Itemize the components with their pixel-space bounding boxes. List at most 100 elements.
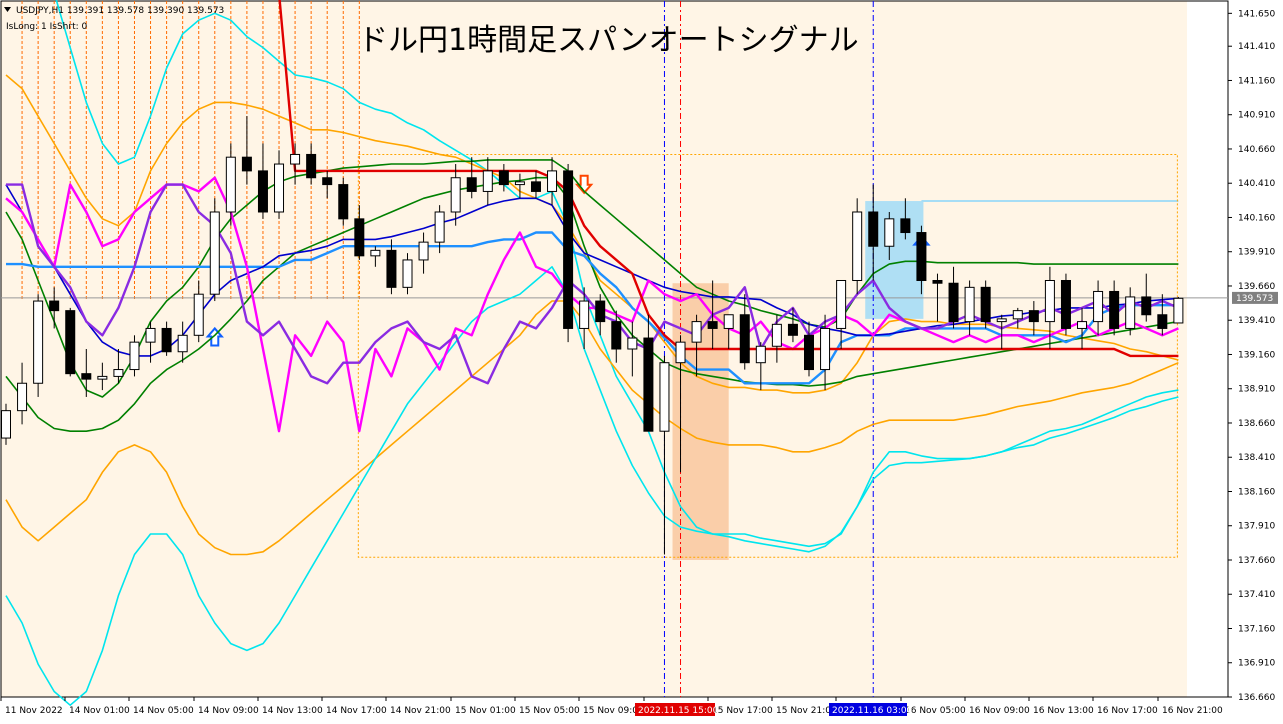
candle (611, 310, 622, 363)
y-tick-label: 138.410 (1238, 453, 1275, 463)
x-tick-label: 15 Nov 17:00 (712, 706, 773, 716)
candle (402, 253, 413, 295)
candle (306, 143, 317, 185)
candle (225, 143, 236, 226)
y-tick-label: 138.660 (1238, 419, 1275, 429)
collapse-triangle-icon[interactable] (4, 7, 11, 12)
candle (1141, 273, 1152, 322)
x-tick-label: 11 Nov 2022 (5, 706, 63, 716)
candle (161, 321, 172, 356)
candle (916, 225, 927, 295)
candle (322, 170, 333, 199)
candle (643, 314, 654, 432)
x-tick-label: 15 Nov 09:00 (583, 706, 644, 716)
y-tick-label: 141.650 (1238, 9, 1275, 19)
candle (65, 307, 76, 377)
candle (193, 280, 204, 343)
x-axis: 11 Nov 2022 14 Nov 01:00 14 Nov 05:00 14 No… (0, 697, 1223, 716)
x-tick-label: 14 Nov 01:00 (69, 706, 130, 716)
candle (113, 349, 124, 384)
candle (884, 211, 895, 260)
candle (948, 266, 959, 329)
candle (498, 164, 509, 192)
candle (290, 143, 301, 185)
candle (1093, 280, 1104, 336)
x-tick-label: 14 Nov 09:00 (198, 706, 259, 716)
candle (627, 321, 638, 377)
event-time-label: 2022.11.15 15:00 (638, 706, 719, 716)
y-tick-label: 140.660 (1238, 145, 1275, 155)
y-tick-label: 138.910 (1238, 385, 1275, 395)
candle (739, 294, 750, 370)
candle (1157, 294, 1168, 336)
candle (723, 314, 734, 349)
candle (755, 342, 766, 391)
x-tick-label: 14 Nov 05:00 (133, 706, 194, 716)
candle (900, 198, 911, 240)
candle (675, 335, 686, 473)
candle (595, 294, 606, 336)
candle (338, 177, 349, 226)
y-tick-label: 140.910 (1238, 111, 1275, 121)
candle (1077, 307, 1088, 349)
y-tick-label: 139.410 (1238, 316, 1275, 326)
candle (707, 280, 718, 349)
candle (370, 246, 381, 267)
candle (274, 150, 285, 219)
candle (547, 157, 558, 206)
x-tick-label: 16 Nov 05:00 (905, 706, 966, 716)
candle (852, 198, 863, 295)
candle (836, 279, 847, 349)
candle (1, 403, 11, 445)
candle (514, 173, 525, 199)
candle (33, 294, 44, 397)
y-tick-label: 137.160 (1238, 624, 1275, 634)
event-time-tag (635, 703, 715, 716)
y-axis: 141.650 141.410 141.160 140.910 140.660 140.4… (1228, 9, 1278, 703)
event-time-label: 2022.11.16 03:00 (832, 706, 913, 716)
x-tick-label: 16 Nov 13:00 (1033, 706, 1094, 716)
x-tick-label: 15 Nov 05:00 (519, 706, 580, 716)
candle (241, 116, 252, 185)
candle (466, 157, 477, 199)
plot-frame (0, 0, 1229, 698)
y-tick-label: 137.660 (1238, 556, 1275, 566)
y-tick-label: 139.910 (1238, 248, 1275, 258)
candle (17, 362, 28, 425)
candle (787, 307, 798, 343)
candle (209, 198, 220, 302)
candle (386, 239, 397, 295)
candle (354, 205, 365, 260)
current-price-label: 139.573 (1236, 294, 1273, 304)
candle (482, 157, 493, 206)
x-tick-label: 14 Nov 17:00 (326, 706, 387, 716)
x-tick-label: 16 Nov 21:00 (1162, 706, 1223, 716)
candle (257, 143, 268, 219)
x-tick-label: 15 Nov 01:00 (455, 706, 516, 716)
indicator-line (5, 176, 1179, 432)
candle (771, 314, 782, 363)
candle (804, 321, 814, 377)
candle (980, 280, 991, 329)
y-tick-label: 138.160 (1238, 487, 1275, 497)
y-tick-label: 140.160 (1238, 213, 1275, 223)
x-tick-label: 14 Nov 13:00 (262, 706, 323, 716)
candle (81, 349, 92, 397)
y-tick-label: 137.910 (1238, 522, 1275, 532)
chart-title: ドル円1時間足スパンオートシグナル (358, 23, 859, 58)
indicator-line (5, 266, 1179, 706)
symbol-info: USDJPY,H1 139.391 139.578 139.390 139.57… (16, 6, 224, 16)
candle (530, 170, 541, 199)
event-time-tag (829, 703, 907, 716)
candle (691, 314, 702, 377)
plot-right-area (1187, 1, 1228, 697)
y-tick-label: 141.410 (1238, 42, 1275, 52)
candle (659, 355, 670, 555)
y-tick-label: 141.160 (1238, 76, 1275, 86)
sell-arrow-icon (574, 174, 594, 195)
candle (868, 184, 879, 281)
candle (579, 287, 590, 349)
candles-group (1, 116, 1184, 555)
candle (97, 362, 108, 391)
